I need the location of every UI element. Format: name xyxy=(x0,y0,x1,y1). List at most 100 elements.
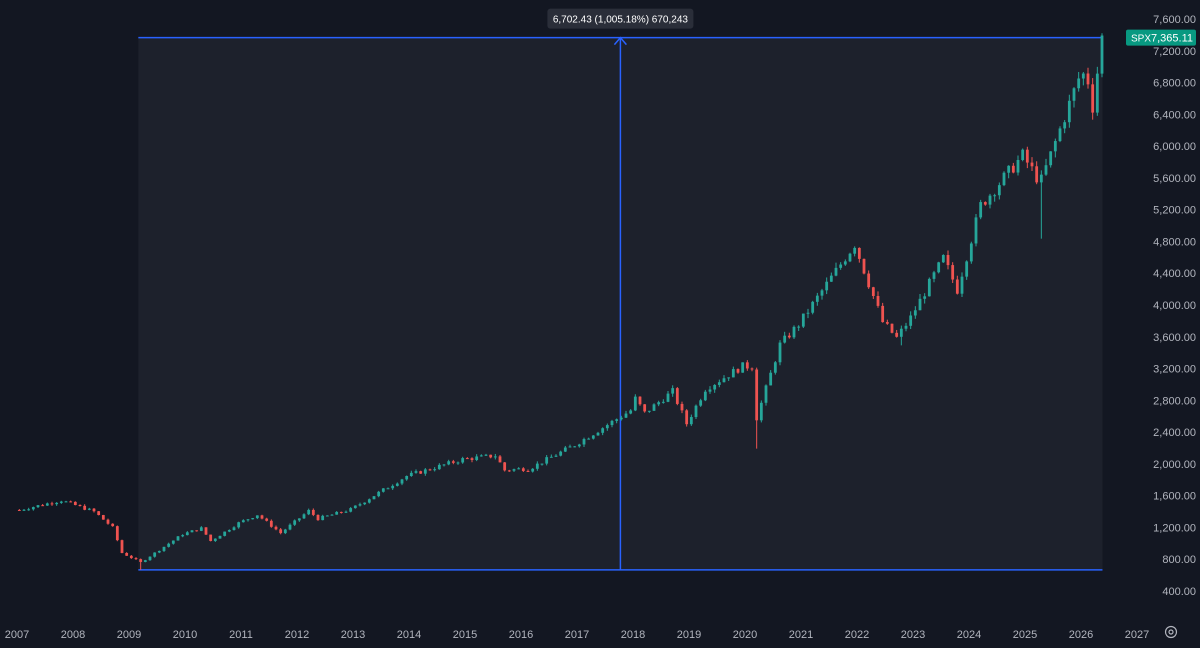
candle-down xyxy=(503,462,507,471)
candle-up xyxy=(825,281,829,291)
candle-up xyxy=(666,393,670,402)
candle-up xyxy=(591,435,595,439)
candle-up xyxy=(414,471,418,473)
candle-up xyxy=(806,312,810,314)
measure-tool[interactable] xyxy=(138,36,1103,571)
year-tick-label: 2008 xyxy=(61,629,85,641)
candle-up xyxy=(694,405,698,418)
candle-up xyxy=(143,560,147,562)
candle-down xyxy=(895,332,899,337)
candle-down xyxy=(139,559,143,562)
candle-up xyxy=(703,391,707,401)
year-tick-label: 2017 xyxy=(565,629,589,641)
candle-up xyxy=(563,447,567,452)
candle-up xyxy=(559,451,563,456)
candle-up xyxy=(307,509,311,515)
candle-up xyxy=(1067,100,1071,123)
candle-up xyxy=(988,195,992,205)
price-tick-label: 5,600.00 xyxy=(1153,173,1196,185)
candle-up xyxy=(251,518,255,520)
candle-up xyxy=(185,532,189,536)
candle-up xyxy=(293,520,297,525)
candle-up xyxy=(223,531,227,536)
candle-down xyxy=(115,526,119,541)
candle-up xyxy=(148,556,152,561)
candle-down xyxy=(489,454,493,458)
candle-up xyxy=(1077,78,1081,89)
candle-up xyxy=(713,384,717,390)
candle-up xyxy=(577,444,581,447)
candle-up xyxy=(246,519,250,521)
candle-up xyxy=(839,264,843,268)
candle-down xyxy=(680,403,684,411)
candle-up xyxy=(377,491,381,497)
candle-up xyxy=(162,546,166,551)
candle-down xyxy=(73,501,77,506)
candle-up xyxy=(731,369,735,378)
price-axis[interactable]: 7,600.00 7,200.00 6,800.00 6,400.00 6,000.00… xyxy=(1153,14,1196,598)
candle-up xyxy=(349,508,353,512)
candle-down xyxy=(465,458,469,460)
candle-up xyxy=(367,499,371,503)
candle-up xyxy=(456,462,460,464)
candle-down xyxy=(41,505,45,507)
candle-up xyxy=(773,362,777,373)
candle-up xyxy=(647,410,651,412)
candle-down xyxy=(1011,165,1015,173)
candle-up xyxy=(344,511,348,513)
price-tick-label: 400.00 xyxy=(1162,586,1196,598)
candle-up xyxy=(1049,151,1053,166)
candle-up xyxy=(363,502,367,505)
price-tick-label: 4,800.00 xyxy=(1153,236,1196,248)
candle-up xyxy=(629,410,633,414)
candle-up xyxy=(535,463,539,469)
price-tick-label: 7,200.00 xyxy=(1153,46,1196,58)
candle-down xyxy=(862,258,866,274)
candle-down xyxy=(857,247,861,259)
year-tick-label: 2025 xyxy=(1013,629,1037,641)
candle-down xyxy=(451,461,455,463)
candle-down xyxy=(97,511,101,516)
year-tick-label: 2007 xyxy=(5,629,29,641)
candle-up xyxy=(1039,174,1043,183)
candle-down xyxy=(885,322,889,324)
candle-up xyxy=(22,509,26,511)
time-axis[interactable]: 2007 2008 2009 2010 2011 2012 2013 2014 2015 2016… xyxy=(5,629,1149,641)
candle-up xyxy=(213,538,217,541)
candle-up xyxy=(517,468,521,470)
candle-up xyxy=(433,469,437,471)
measure-tooltip: 6,702.43 (1,005.18%) 670,243 xyxy=(547,8,694,29)
candle-down xyxy=(125,552,129,556)
candle-down xyxy=(209,534,213,541)
candle-up xyxy=(255,515,259,519)
candle-up xyxy=(722,378,726,383)
candle-down xyxy=(279,529,283,534)
candle-up xyxy=(190,530,194,533)
candle-down xyxy=(736,369,740,373)
candle-up xyxy=(461,458,465,463)
candle-up xyxy=(652,404,656,411)
candle-up xyxy=(237,522,241,528)
year-tick-label: 2016 xyxy=(509,629,533,641)
settings-gear-icon[interactable] xyxy=(1164,625,1178,639)
candle-down xyxy=(269,520,273,527)
candle-up xyxy=(157,550,161,553)
candle-up xyxy=(409,472,413,476)
candle-up xyxy=(1044,165,1048,175)
candle-up xyxy=(899,328,903,337)
price-tick-label: 1,600.00 xyxy=(1153,491,1196,503)
candle-up xyxy=(176,536,180,541)
year-tick-label: 2024 xyxy=(957,629,981,641)
candle-up xyxy=(699,400,703,406)
candle-up xyxy=(64,501,68,503)
candle-down xyxy=(69,501,73,503)
candle-up xyxy=(232,527,236,531)
candle-down xyxy=(274,526,278,530)
candle-up xyxy=(181,535,185,537)
candle-up xyxy=(657,402,661,405)
price-tick-label: 4,000.00 xyxy=(1153,300,1196,312)
candle-down xyxy=(526,470,530,472)
price-tick-label: 2,800.00 xyxy=(1153,395,1196,407)
